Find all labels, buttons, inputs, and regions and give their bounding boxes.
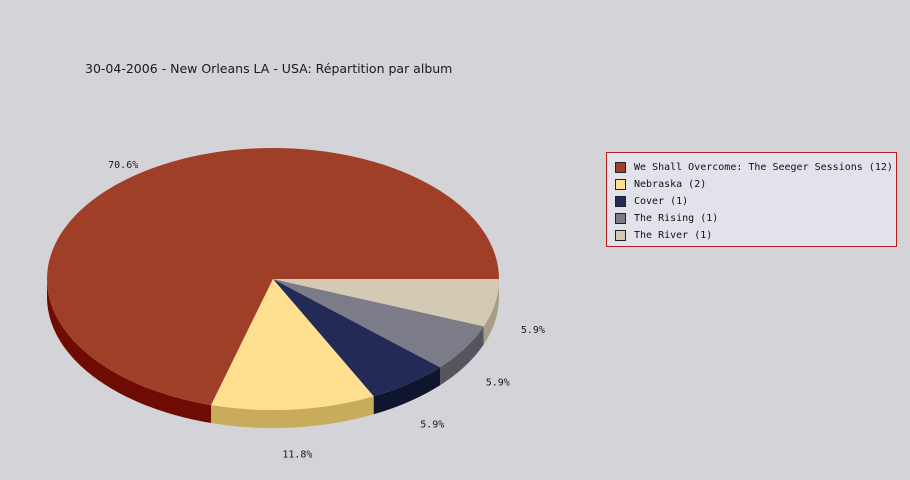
pie-slice-side-4 xyxy=(483,279,499,345)
pie-label-2: 5.9% xyxy=(420,419,444,430)
pie-label-3: 5.9% xyxy=(486,378,510,389)
legend-item-2: Cover (1) xyxy=(615,193,896,210)
legend-label: The Rising (1) xyxy=(634,213,719,224)
pie-slice-side-3 xyxy=(440,326,484,386)
pie-slice-1 xyxy=(211,279,374,411)
legend-item-4: The River (1) xyxy=(615,227,896,244)
legend-swatch xyxy=(615,179,626,190)
legend-label: Nebraska (2) xyxy=(634,179,707,190)
legend-label: We Shall Overcome: The Seeger Sessions (… xyxy=(634,162,893,173)
legend-label: Cover (1) xyxy=(634,196,689,207)
pie-slice-3 xyxy=(273,279,484,368)
legend-item-3: The Rising (1) xyxy=(615,210,896,227)
legend-swatch xyxy=(615,196,626,207)
pie-label-0: 70.6% xyxy=(108,160,138,171)
pie-label-4: 5.9% xyxy=(521,325,545,336)
chart-legend: We Shall Overcome: The Seeger Sessions (… xyxy=(606,152,897,247)
chart-title: 30-04-2006 - New Orleans LA - USA: Répar… xyxy=(85,61,453,76)
pie-slice-0 xyxy=(47,148,500,406)
legend-item-1: Nebraska (2) xyxy=(615,176,896,193)
legend-swatch xyxy=(615,162,626,173)
legend-swatch xyxy=(615,230,626,241)
legend-item-0: We Shall Overcome: The Seeger Sessions (… xyxy=(615,159,896,176)
pie-slice-4 xyxy=(273,279,499,327)
pie-label-1: 11.8% xyxy=(282,450,312,461)
pie-slice-side-2 xyxy=(373,367,441,415)
legend-label: The River (1) xyxy=(634,230,713,241)
pie-slice-side-1 xyxy=(211,396,374,428)
pie-slice-2 xyxy=(273,279,441,397)
pie-slice-side-0 xyxy=(47,279,212,423)
legend-swatch xyxy=(615,213,626,224)
